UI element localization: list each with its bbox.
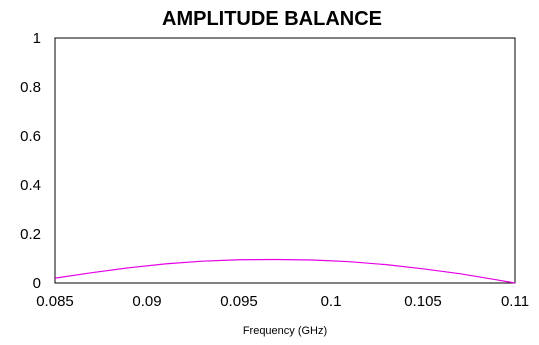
y-tick-label: 0.8: [20, 79, 41, 96]
y-tick-label: 0.4: [20, 177, 41, 194]
x-tick-label: 0.095: [220, 293, 258, 310]
x-tick-label: 0.085: [36, 293, 74, 310]
series-layer: [54, 258, 516, 284]
x-tick-label: 0.09: [132, 293, 161, 310]
plot-area: [54, 37, 516, 284]
series-line-0: [54, 258, 516, 284]
y-axis-tick-labels: 0 0.2 0.4 0.6 0.8 1: [20, 30, 41, 292]
x-axis-tick-labels: 0.085 0.09 0.095 0.1 0.105 0.11: [36, 293, 529, 310]
y-tick-label: 1: [33, 30, 41, 47]
x-tick-label: 0.1: [321, 293, 342, 310]
x-tick-label: 0.105: [404, 293, 442, 310]
y-tick-label: 0.2: [20, 226, 41, 243]
y-tick-label: 0: [33, 275, 41, 292]
chart-title: AMPLITUDE BALANCE: [162, 8, 382, 30]
y-tick-label: 0.6: [20, 128, 41, 145]
x-axis-label: Frequency (GHz): [243, 325, 327, 337]
x-tick-label: 0.11: [501, 293, 529, 310]
